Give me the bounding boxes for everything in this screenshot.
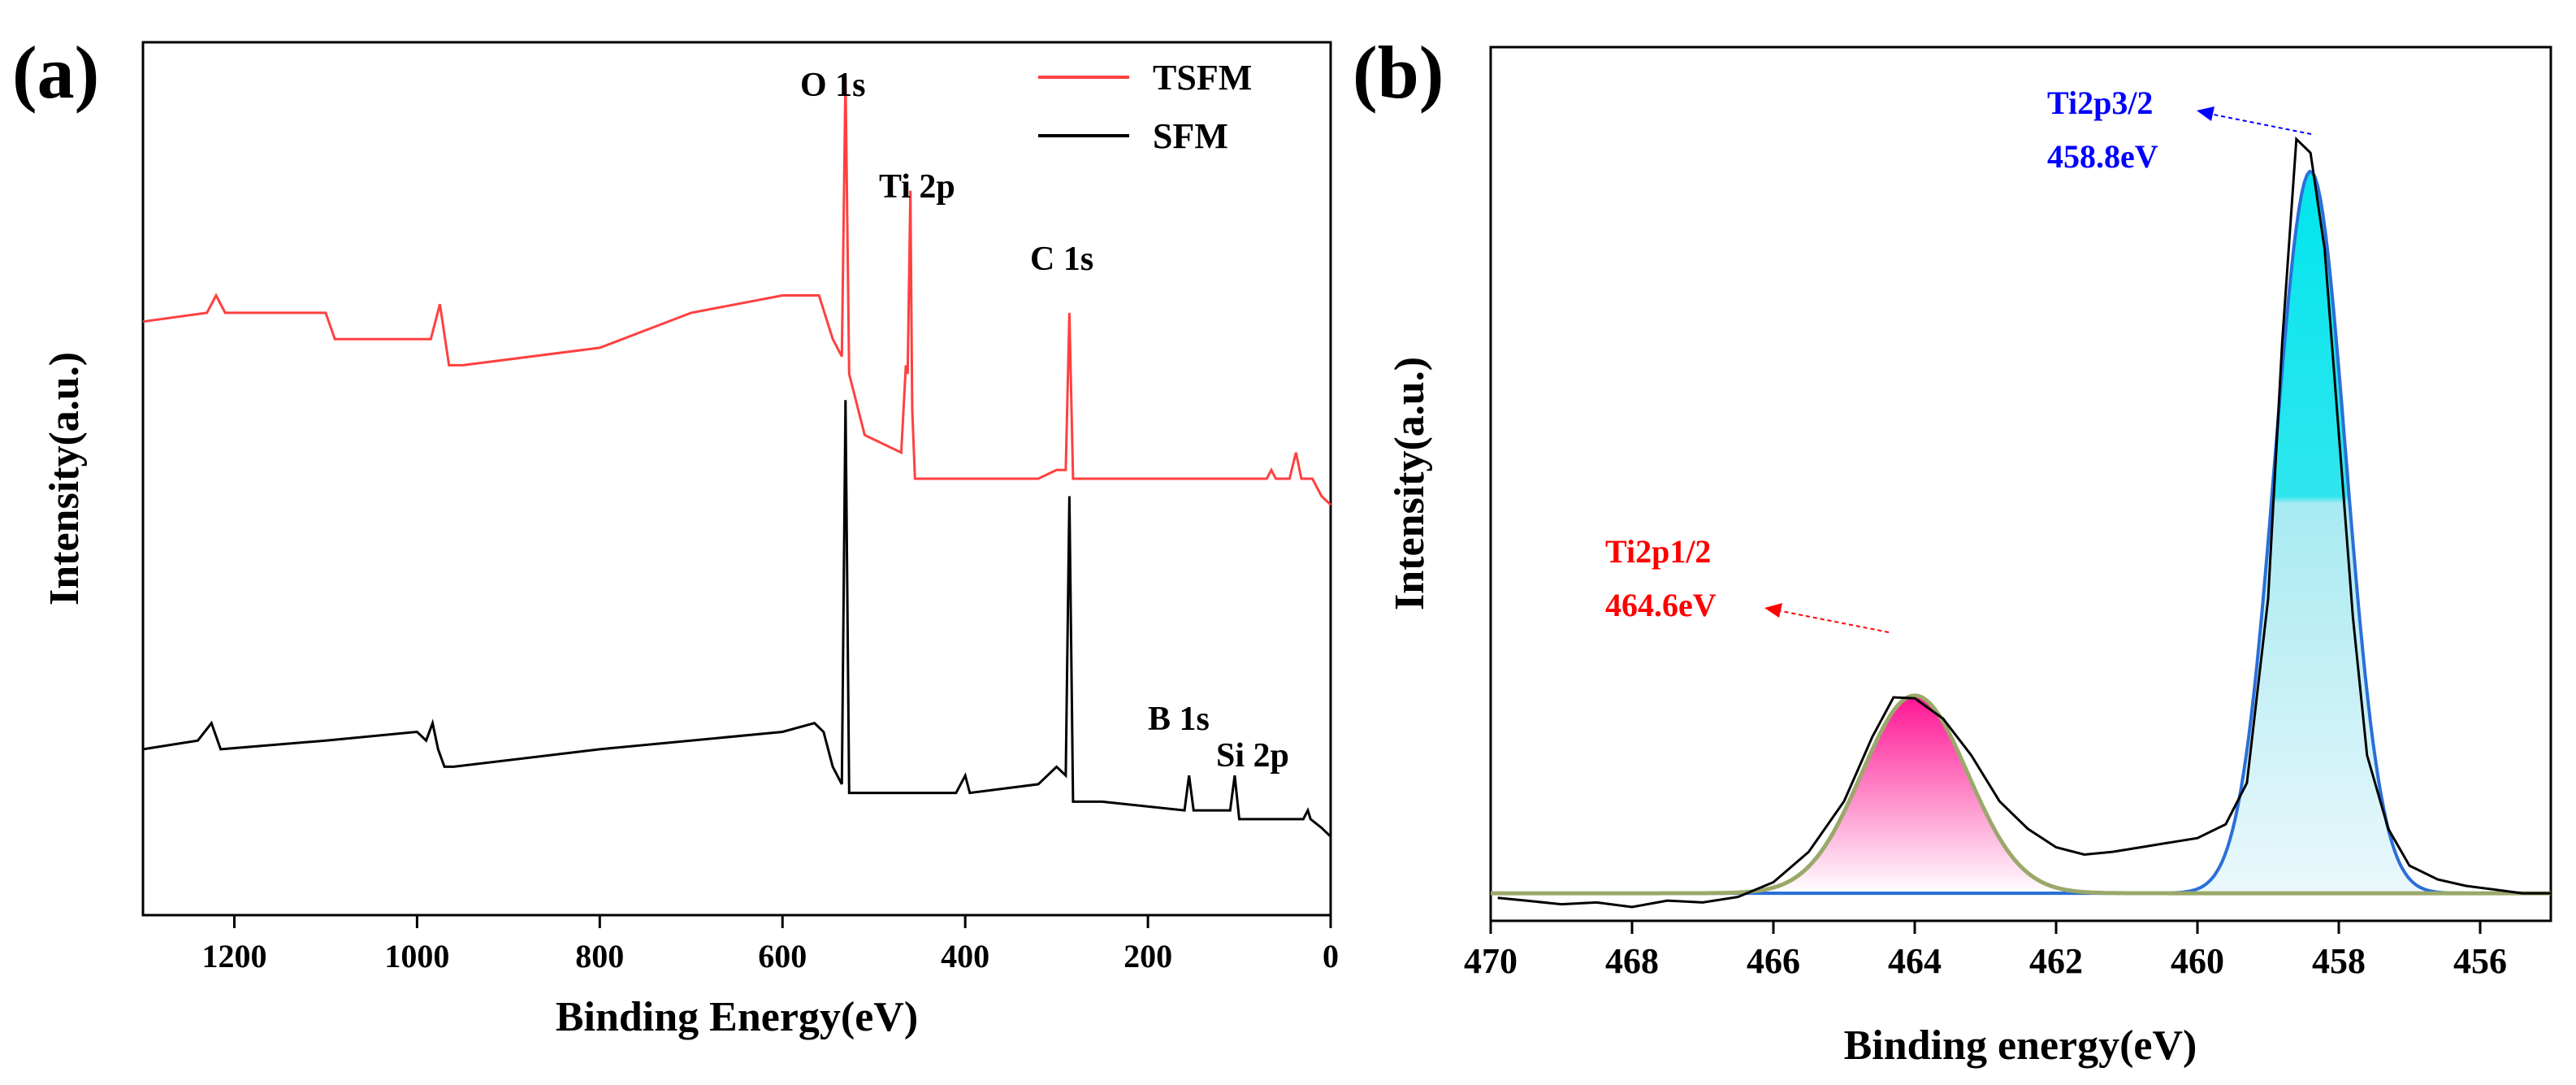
ti2p12-annotation-value: 464.6eV xyxy=(1605,587,1717,623)
panel-a-frame xyxy=(141,41,1332,917)
panel-b-x-tick-label: 470 xyxy=(1464,941,1517,981)
ti2p12-fit-area xyxy=(1703,695,2127,894)
panel-a: (a) 1200 1000 800 600 400 200 0 O 1s Ti 2p C 1… xyxy=(12,31,1339,1040)
legend-label-sfm: SFM xyxy=(1153,116,1228,156)
ti2p12-annotation-name: Ti2p1/2 xyxy=(1605,533,1711,570)
panel-a-x-axis-label: Binding Energy(eV) xyxy=(556,994,918,1040)
ti2p32-fit-area xyxy=(2169,171,2450,894)
sfm-spectrum-line xyxy=(142,400,1332,838)
legend-label-tsfm: TSFM xyxy=(1153,58,1252,98)
peak-label-si2p: Si 2p xyxy=(1216,737,1289,775)
ti2p32-annotation-arrow xyxy=(2209,113,2312,135)
panel-a-x-tick-label: 1000 xyxy=(384,938,449,974)
panel-b-x-tick-label: 468 xyxy=(1605,941,1659,981)
ti2p12-annotation-arrowhead xyxy=(1764,603,1782,618)
ti2p32-annotation-name: Ti2p3/2 xyxy=(2047,85,2153,121)
panel-b-x-tick-label: 466 xyxy=(1747,941,1800,981)
panel-b-x-tick-label: 460 xyxy=(2171,941,2224,981)
panel-b-x-ticks: 470 468 466 464 462 460 458 456 xyxy=(1464,921,2507,981)
panel-a-x-tick-label: 800 xyxy=(575,938,624,974)
panel-b-tag: (b) xyxy=(1353,31,1444,114)
peak-label-o1s: O 1s xyxy=(800,67,866,104)
peak-label-ti2p: Ti 2p xyxy=(879,168,955,206)
panel-b-y-axis-label: Intensity(a.u.) xyxy=(1387,357,1433,610)
panel-a-y-axis-label: Intensity(a.u.) xyxy=(41,352,88,605)
panel-b-x-tick-label: 462 xyxy=(2029,941,2083,981)
panel-b-frame xyxy=(1489,46,2552,922)
experimental-spectrum-line xyxy=(1497,136,2551,909)
panel-a-x-tick-label: 600 xyxy=(758,938,807,974)
panel-b-x-tick-label: 456 xyxy=(2453,941,2507,981)
panel-a-tag: (a) xyxy=(12,31,99,114)
panel-a-x-tick-label: 1200 xyxy=(201,938,266,974)
peak-label-c1s: C 1s xyxy=(1030,241,1093,278)
panel-a-x-tick-label: 400 xyxy=(941,938,989,974)
panel-b-x-tick-label: 458 xyxy=(2312,941,2366,981)
panel-a-x-tick-label: 0 xyxy=(1323,938,1339,974)
ti2p12-annotation-arrow xyxy=(1777,610,1890,633)
panel-a-x-tick-label: 200 xyxy=(1123,938,1172,974)
tsfm-spectrum-line xyxy=(142,76,1332,506)
ti2p32-annotation-value: 458.8eV xyxy=(2047,138,2158,175)
panel-b-x-tick-label: 464 xyxy=(1888,941,1942,981)
panel-b: (b) 470 468 466 464 462 460 458 456 Ti2p1/2 464… xyxy=(1353,31,2552,1069)
ti2p32-annotation-arrowhead xyxy=(2197,106,2214,121)
ti2p12-fit-line xyxy=(1491,693,2551,896)
peak-label-b1s: B 1s xyxy=(1148,701,1210,738)
panel-b-x-axis-label: Binding energy(eV) xyxy=(1844,1022,2197,1069)
panel-a-x-ticks: 1200 1000 800 600 400 200 0 xyxy=(201,915,1339,974)
legend: TSFM SFM xyxy=(1038,58,1252,156)
